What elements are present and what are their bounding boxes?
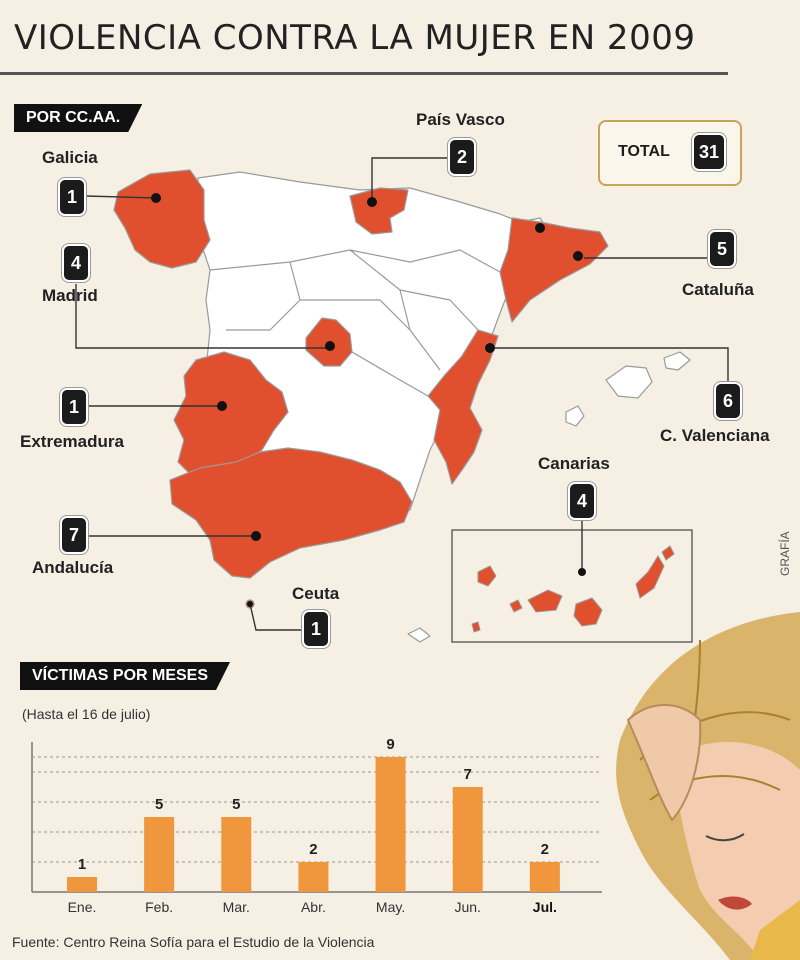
region-label-cataluna: Cataluña	[682, 280, 754, 299]
bar-value-label: 1	[78, 856, 86, 873]
bar-abr	[298, 862, 329, 892]
region-badge-c-valenciana: 6	[716, 384, 740, 418]
region-badge-canarias: 4	[570, 484, 594, 518]
region-label-ceuta: Ceuta	[292, 584, 340, 603]
region-andalucia	[169, 447, 413, 579]
total-label: TOTAL	[618, 143, 670, 160]
canarias-islands	[471, 545, 675, 633]
map-section-tag: POR CC.AA.	[14, 104, 142, 132]
region-label-andalucia: Andalucía	[32, 558, 114, 577]
x-tick-label: Feb.	[145, 899, 173, 915]
region-label-canarias: Canarias	[538, 454, 610, 473]
region-badge-pais-vasco: 2	[450, 140, 474, 174]
bar-may	[375, 757, 406, 892]
infographic-title: VIOLENCIA CONTRA LA MUJER EN 2009	[14, 18, 696, 58]
region-badge-galicia: 1	[60, 180, 84, 214]
canarias-inset	[451, 529, 693, 643]
region-cataluna	[499, 217, 609, 323]
bar-value-label: 7	[464, 766, 472, 783]
region-badge-ceuta: 1	[304, 612, 328, 646]
region-label-pais-vasco: País Vasco	[416, 110, 505, 129]
balearic-ibiza	[565, 405, 585, 427]
bar-chart: 1 5 5 2 9 7 2 Ene. Feb. Mar. Abr. May. Jun. Jul.	[31, 736, 602, 915]
region-badge-madrid: 4	[64, 246, 88, 280]
total-badge: 31	[694, 135, 724, 169]
region-pais-vasco	[349, 187, 409, 235]
region-badge-cataluna: 5	[710, 232, 734, 266]
bar-value-label: 2	[541, 841, 549, 858]
region-label-galicia: Galicia	[42, 148, 98, 167]
x-tick-label: Mar.	[223, 899, 250, 915]
region-galicia	[113, 169, 211, 269]
bar-jul	[529, 862, 560, 892]
bar-value-label: 2	[309, 841, 317, 858]
total-box: TOTAL 31	[598, 120, 742, 186]
bar-feb	[144, 817, 175, 892]
woman-illustration	[616, 612, 800, 960]
x-tick-label: Ene.	[68, 899, 97, 915]
bar-ene	[67, 877, 97, 892]
x-tick-label: May.	[376, 899, 405, 915]
bar-value-label: 5	[155, 796, 163, 813]
x-tick-label: Abr.	[301, 899, 326, 915]
region-label-madrid: Madrid	[42, 286, 98, 305]
alboran-island	[407, 627, 431, 643]
balearic-mallorca	[605, 365, 653, 399]
bar-value-label: 9	[386, 736, 394, 753]
chart-section-tag: VÍCTIMAS POR MESES	[20, 662, 230, 690]
bar-value-label: 5	[232, 796, 240, 813]
internal-borders	[209, 249, 501, 397]
title-divider	[0, 72, 728, 75]
balearic-menorca	[663, 351, 691, 371]
chart-note: (Hasta el 16 de julio)	[22, 706, 151, 722]
region-label-extremadura: Extremadura	[20, 432, 124, 451]
x-tick-label: Jul.	[533, 899, 557, 915]
region-badge-andalucia: 7	[62, 518, 86, 552]
region-label-c-valenciana: C. Valenciana	[660, 426, 770, 445]
leader-lines	[75, 157, 729, 631]
bar-mar	[221, 817, 252, 892]
source-note: Fuente: Centro Reina Sofía para el Estud…	[12, 934, 375, 950]
x-tick-label: Jun.	[454, 899, 480, 915]
credit-text: GRAFÍA	[778, 531, 792, 576]
region-c-valenciana	[427, 329, 499, 485]
region-badge-extremadura: 1	[62, 390, 86, 424]
bar-jun	[452, 787, 483, 892]
leader-dots	[151, 193, 586, 607]
